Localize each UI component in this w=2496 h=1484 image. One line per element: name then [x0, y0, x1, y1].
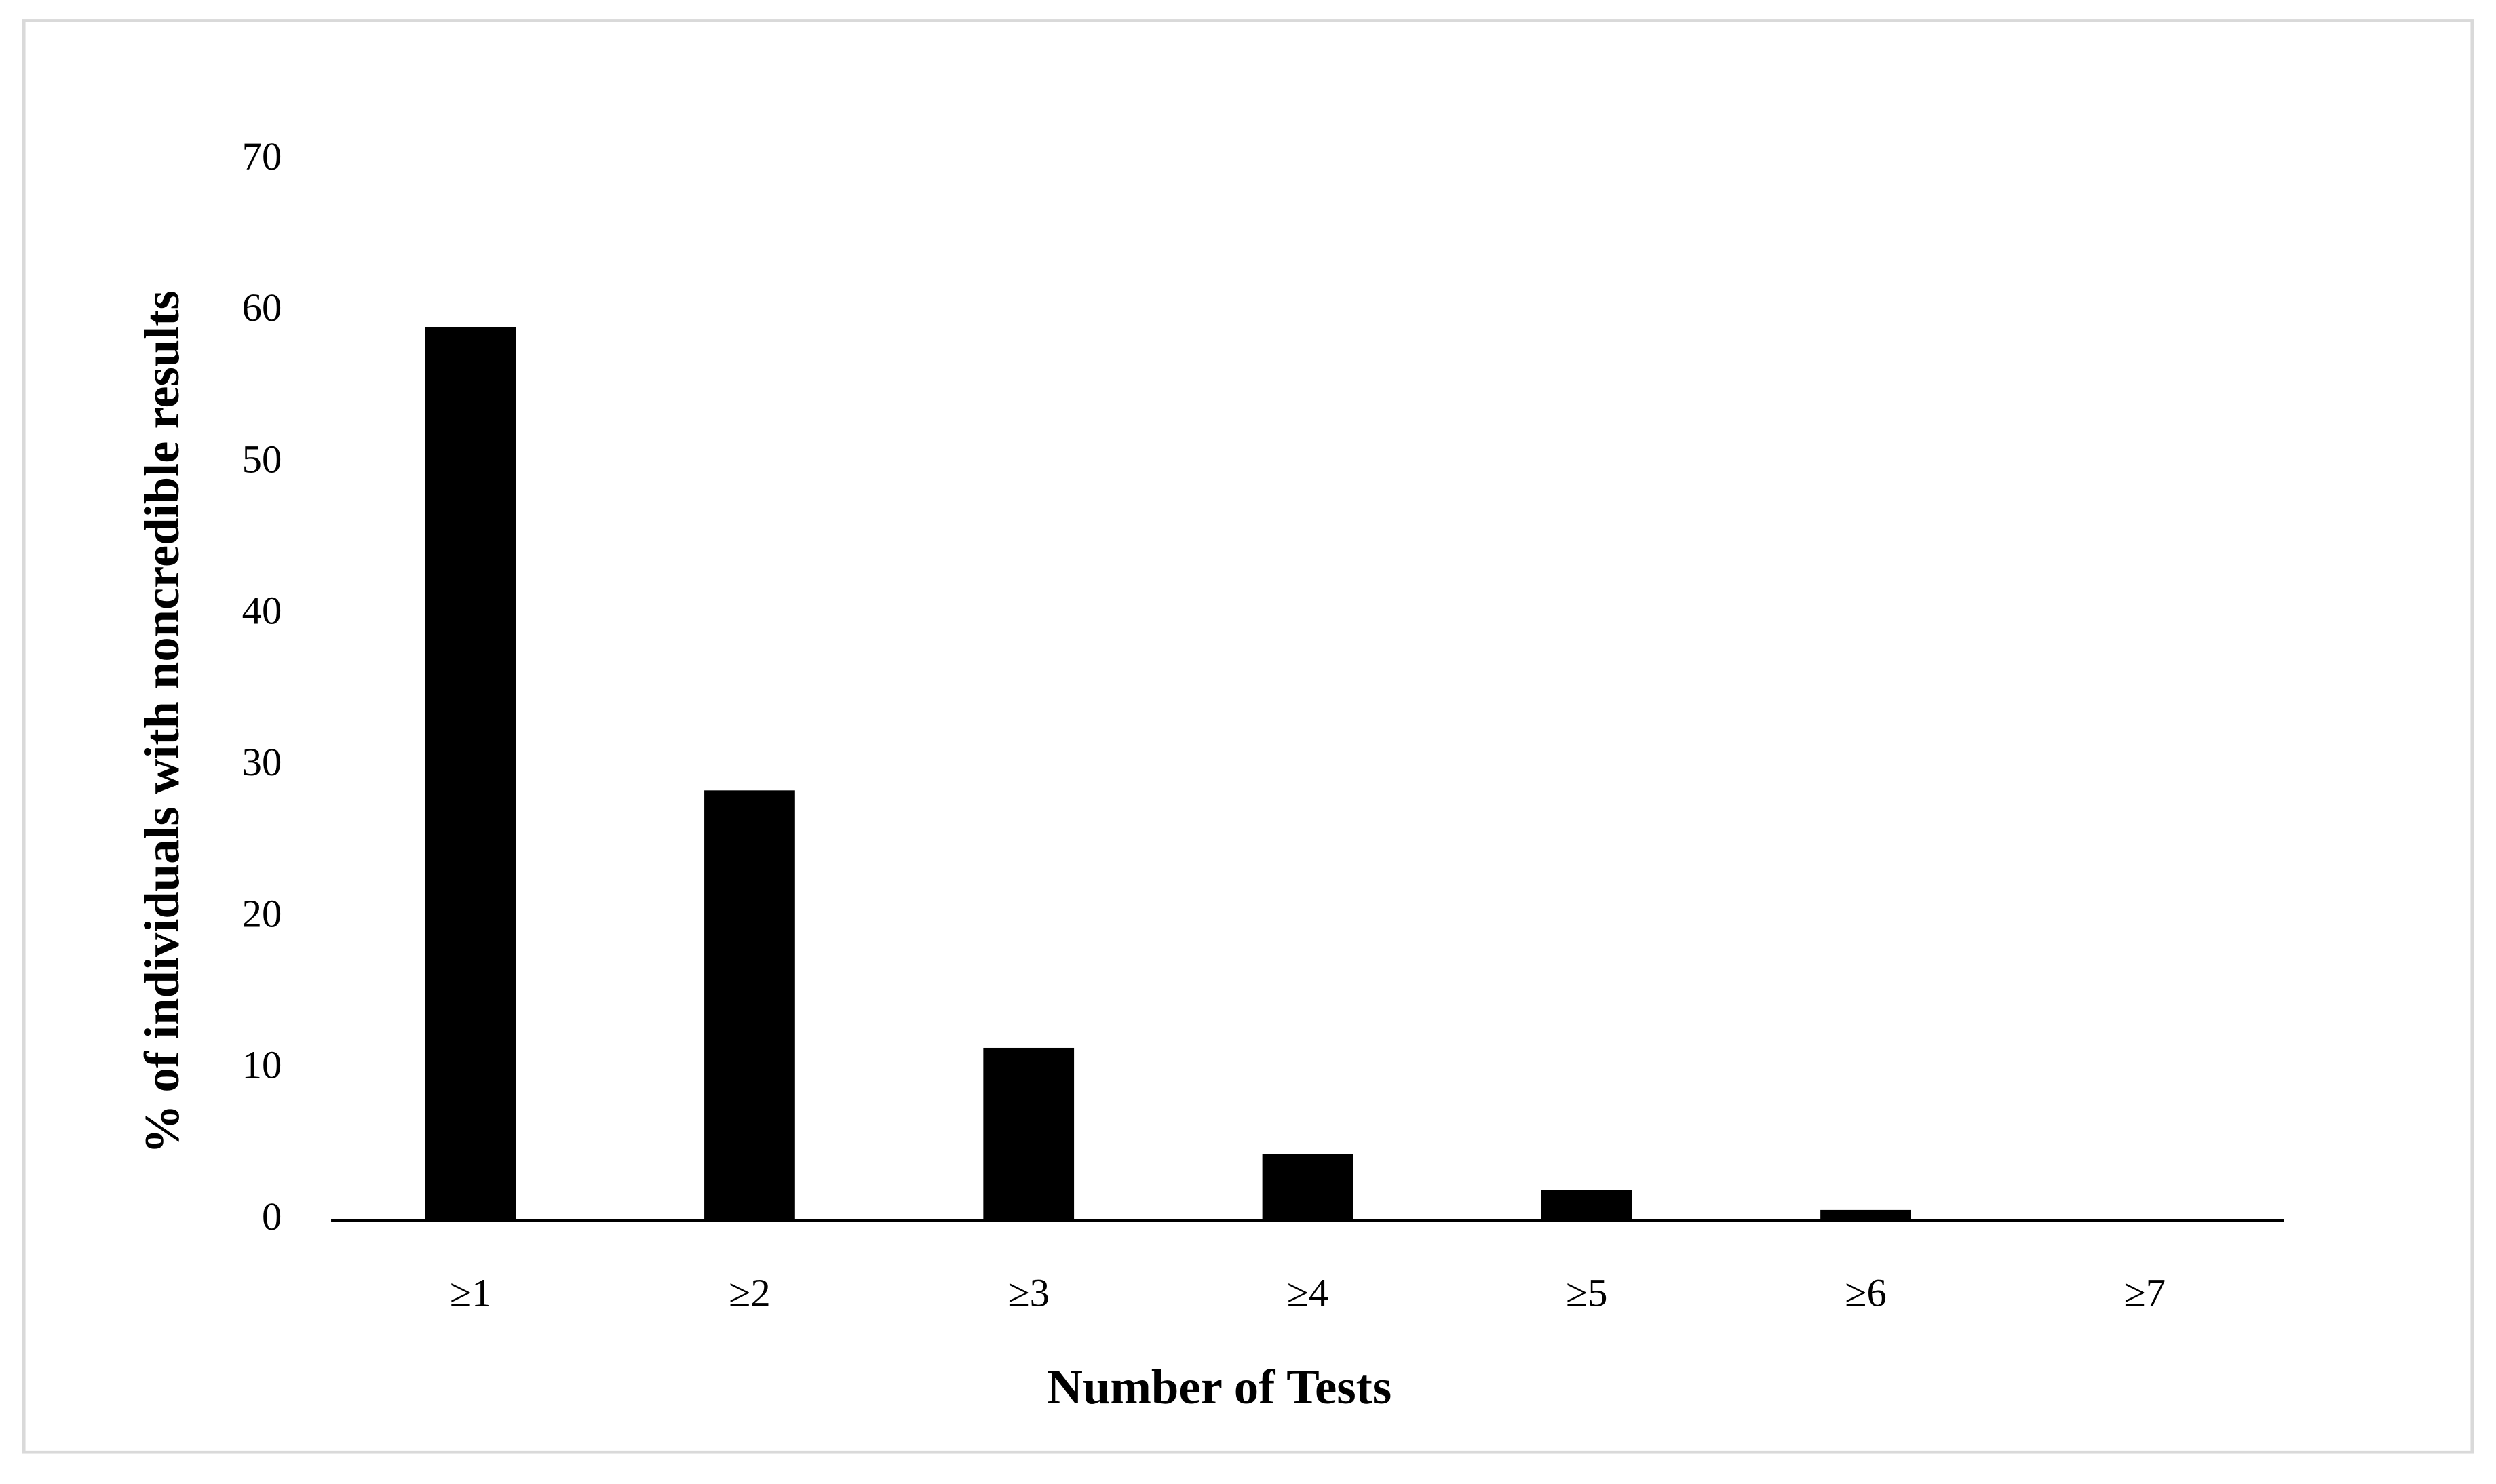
x-tick-label: ≥4 — [1287, 1270, 1329, 1314]
y-tick-label: 20 — [242, 891, 282, 935]
bar — [1541, 1190, 1632, 1221]
bar — [1820, 1209, 1911, 1221]
x-tick-label: ≥1 — [450, 1270, 492, 1314]
y-tick-label: 40 — [242, 589, 282, 633]
bar — [425, 326, 516, 1221]
x-tick-label: ≥2 — [729, 1270, 771, 1314]
y-tick-label: 50 — [242, 437, 282, 481]
bar — [704, 790, 795, 1221]
y-tick-label: 0 — [262, 1194, 282, 1238]
x-tick-label: ≥7 — [2124, 1270, 2166, 1314]
x-tick-label: ≥3 — [1007, 1270, 1050, 1314]
y-axis-title: % of individuals with noncredible result… — [134, 290, 189, 1154]
y-tick-label: 70 — [242, 134, 282, 178]
chart-border — [22, 19, 2474, 1454]
y-tick-label: 60 — [242, 286, 282, 330]
x-tick-label: ≥5 — [1566, 1270, 1608, 1314]
y-tick-label: 10 — [242, 1043, 282, 1087]
x-tick-label: ≥6 — [1845, 1270, 1887, 1314]
bar — [983, 1047, 1075, 1221]
x-axis-title: Number of Tests — [1047, 1359, 1391, 1414]
y-tick-label: 30 — [242, 740, 282, 784]
bar — [1262, 1154, 1353, 1221]
